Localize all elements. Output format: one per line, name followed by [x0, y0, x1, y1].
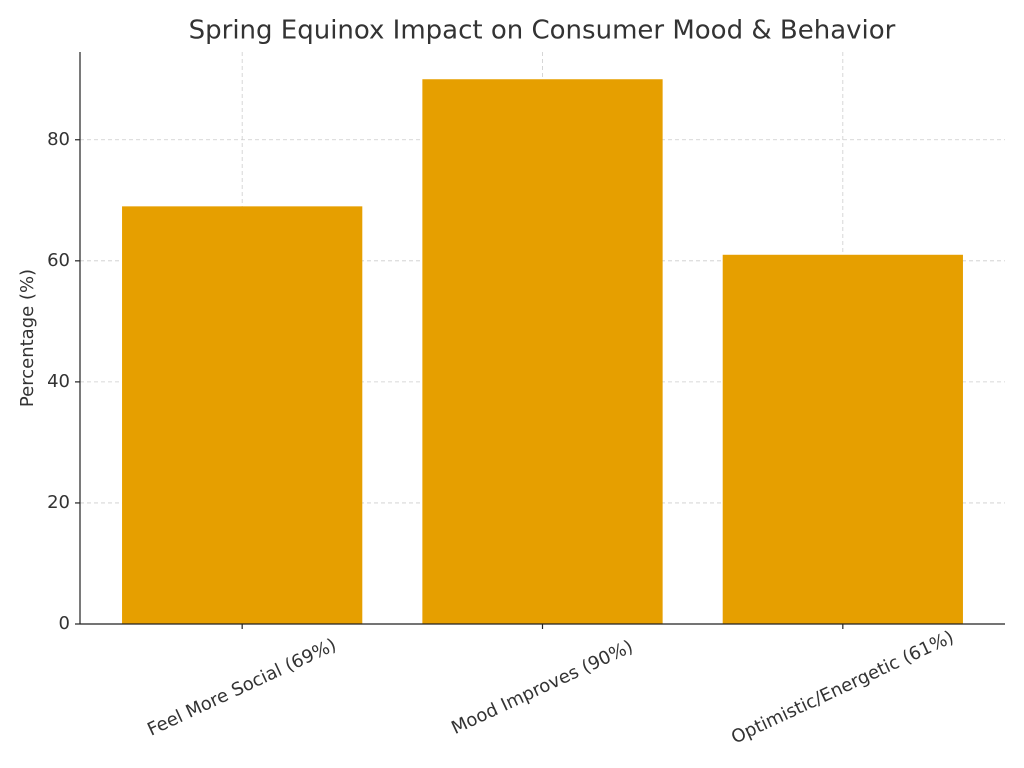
y-axis-label: Percentage (%)	[17, 269, 38, 407]
y-tick-label: 60	[47, 250, 70, 271]
y-tick-label: 40	[47, 371, 70, 392]
bar	[722, 254, 963, 624]
x-tick-label: Mood Improves (90%)	[448, 636, 636, 739]
bar	[122, 206, 363, 624]
bar	[422, 79, 663, 624]
y-tick-label: 0	[59, 613, 70, 634]
x-tick-label: Optimistic/Energetic (61%)	[728, 627, 957, 749]
chart-title: Spring Equinox Impact on Consumer Mood &…	[189, 16, 896, 46]
y-tick-label: 20	[47, 492, 70, 513]
x-tick-label: Feel More Social (69%)	[144, 635, 339, 741]
y-tick-label: 80	[47, 129, 70, 150]
